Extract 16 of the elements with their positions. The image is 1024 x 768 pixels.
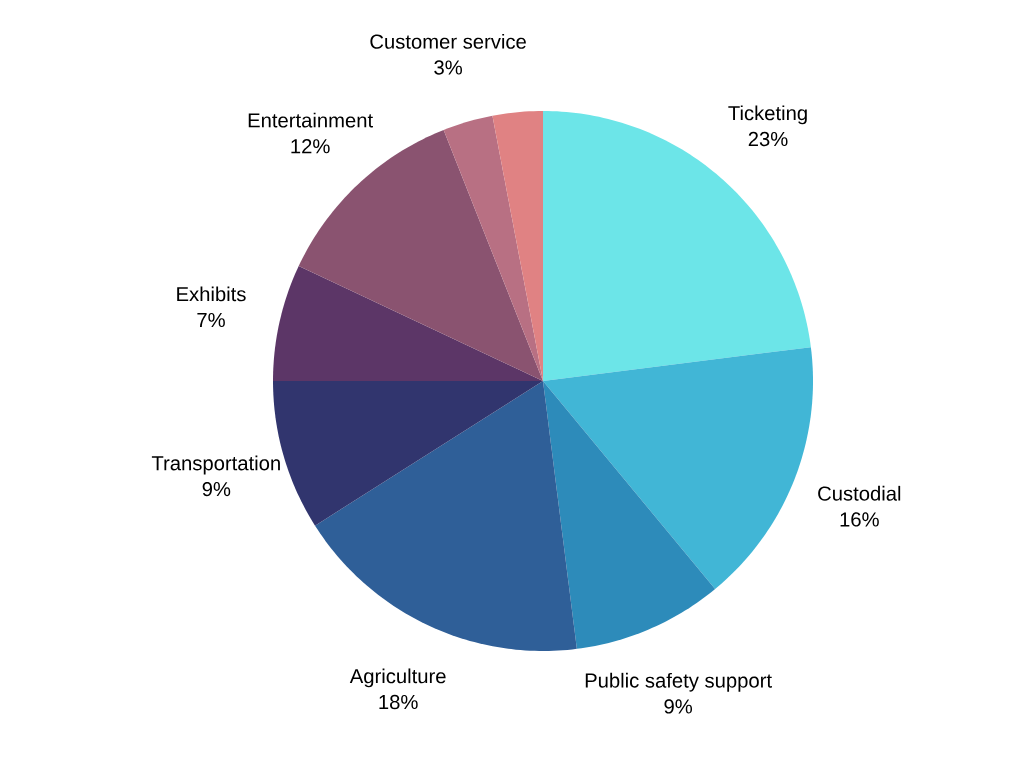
slice-label: Exhibits: [177, 286, 246, 302]
data-label: 12%: [291, 139, 330, 154]
data-label: 18%: [379, 694, 418, 710]
slice-label: Agriculture: [349, 668, 446, 688]
data-label: 9%: [202, 481, 231, 497]
data-label: 16%: [840, 512, 879, 527]
data-label: 7%: [197, 312, 225, 328]
slice-label: Public safety support: [585, 672, 772, 692]
slice-label: Entertainment: [248, 112, 373, 128]
data-label: 23%: [748, 131, 788, 147]
data-label: 3%: [434, 60, 463, 75]
data-label: 9%: [664, 699, 693, 714]
slice-label: Transportation: [151, 455, 280, 475]
slice-label: Custodial: [818, 485, 901, 501]
slice-label: Ticketing: [728, 105, 807, 125]
slice-label: Customer service: [370, 33, 526, 49]
